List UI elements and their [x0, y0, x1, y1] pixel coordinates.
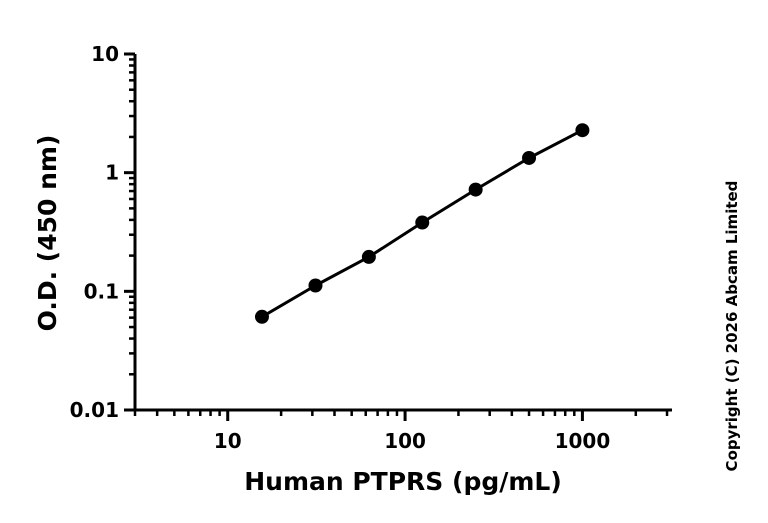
x-tick-label: 1000 — [555, 429, 611, 453]
copyright-watermark: Copyright (C) 2026 Abcam Limited — [723, 181, 741, 472]
data-point — [361, 249, 376, 264]
data-point — [415, 215, 430, 230]
y-tick-label: 10 — [91, 42, 119, 66]
series-layer — [254, 123, 590, 324]
data-point — [575, 123, 590, 138]
y-tick-label: 0.01 — [70, 398, 119, 422]
data-point — [254, 309, 269, 324]
axes: 0.01 0.1 1 10 10 100 1000 — [70, 42, 672, 453]
y-axis-title: O.D. (450 nm) — [33, 135, 62, 332]
x-tick-label: 100 — [384, 429, 426, 453]
data-point — [308, 278, 323, 293]
y-tick-label: 0.1 — [84, 279, 119, 303]
data-point — [468, 182, 483, 197]
x-axis-title: Human PTPRS (pg/mL) — [244, 467, 562, 496]
data-point — [522, 150, 537, 165]
y-tick-label: 1 — [105, 161, 119, 185]
x-tick-label: 10 — [214, 429, 242, 453]
